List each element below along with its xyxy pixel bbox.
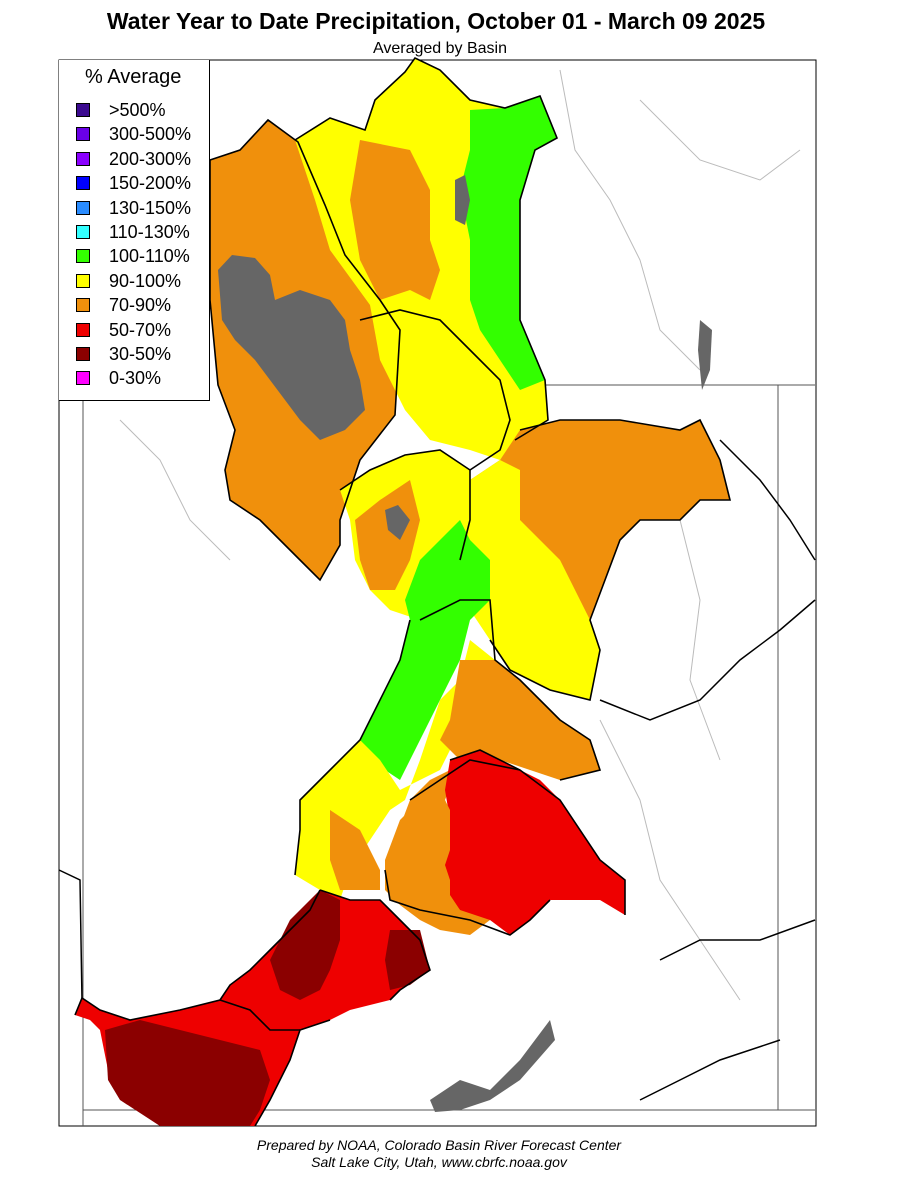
legend-label: 130-150% bbox=[109, 197, 192, 218]
legend-label: 0-30% bbox=[109, 368, 162, 389]
legend: % Average >500% 300-500% 200-300% 150-200% 1… bbox=[59, 60, 210, 401]
credit-line-1: Prepared by NOAA, Colorado Basin River F… bbox=[256, 1137, 622, 1153]
basin-lower-virgin-dark bbox=[105, 1020, 270, 1126]
legend-label: 300-500% bbox=[109, 124, 192, 145]
basin-kanab-dark bbox=[385, 930, 430, 990]
legend-swatch bbox=[76, 151, 90, 166]
basin-duchesne bbox=[460, 460, 600, 700]
map-title: Water Year to Date Precipitation, Octobe… bbox=[106, 8, 766, 34]
legend-swatch bbox=[76, 103, 90, 117]
utah-lake bbox=[385, 505, 410, 540]
legend-swatch bbox=[76, 273, 90, 288]
legend-title: % Average bbox=[85, 66, 182, 88]
legend-swatch bbox=[76, 249, 90, 264]
bear-lake bbox=[455, 175, 470, 225]
map-frame bbox=[58, 59, 817, 1127]
great-salt-lake bbox=[218, 255, 365, 440]
basin-escalante bbox=[385, 790, 490, 935]
basin-weber-orange bbox=[350, 140, 440, 300]
legend-label: 200-300% bbox=[109, 148, 192, 169]
legend-swatch bbox=[76, 347, 90, 361]
outer-basin-lines bbox=[58, 439, 816, 1101]
legend-swatch bbox=[76, 176, 90, 191]
lakes bbox=[218, 175, 712, 1112]
legend-label: 30-50% bbox=[109, 344, 172, 364]
credit-line-2: Salt Lake City, Utah, www.cbrfc.noaa.gov bbox=[311, 1154, 567, 1170]
map-subtitle: Averaged by Basin bbox=[372, 40, 507, 57]
legend-label: 110-130% bbox=[109, 222, 190, 242]
legend-swatch bbox=[76, 371, 90, 386]
basin-dirty-devil bbox=[440, 750, 625, 935]
legend-swatch bbox=[76, 322, 90, 337]
lake-powell bbox=[430, 1020, 555, 1112]
flaming-gorge bbox=[698, 320, 712, 390]
basin-sevier-orange bbox=[330, 810, 380, 890]
basin-green-central bbox=[360, 520, 490, 780]
legend-label: 50-70% bbox=[109, 319, 172, 340]
legend-label: 90-100% bbox=[109, 270, 182, 291]
legend-label: 150-200% bbox=[109, 173, 192, 194]
basin-green-upper bbox=[460, 96, 557, 390]
legend-label: >500% bbox=[109, 100, 166, 120]
legend-label: 70-90% bbox=[109, 295, 172, 316]
basin-virgin-dark bbox=[270, 890, 340, 1000]
basin-utah-lake bbox=[355, 480, 420, 590]
legend-swatch bbox=[76, 225, 90, 239]
legend-swatch bbox=[76, 298, 90, 313]
basin-outlines bbox=[74, 56, 732, 1127]
legend-swatch bbox=[76, 200, 90, 215]
river-lines bbox=[119, 69, 801, 1001]
legend-swatch bbox=[76, 127, 90, 142]
legend-label: 100-110% bbox=[109, 246, 190, 267]
